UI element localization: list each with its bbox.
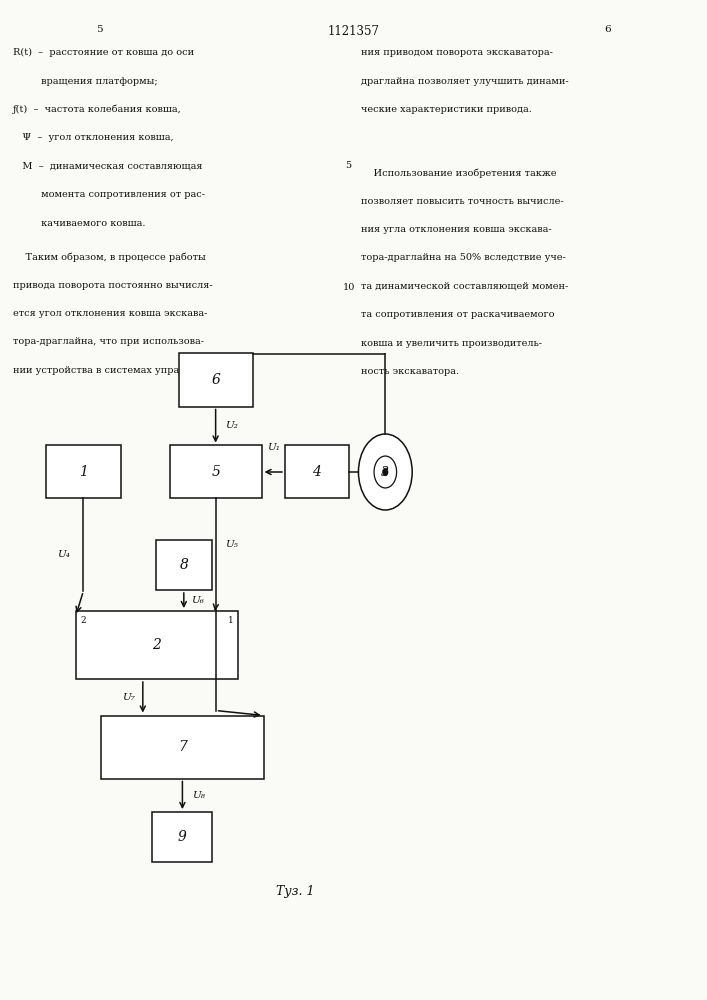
Text: ковша и увеличить производитель-: ковша и увеличить производитель- bbox=[361, 339, 542, 348]
Text: 1121357: 1121357 bbox=[327, 25, 380, 38]
Text: драглайна позволяет улучшить динами-: драглайна позволяет улучшить динами- bbox=[361, 77, 568, 86]
Bar bbox=[178, 354, 253, 406]
Text: R(t)  –  расстояние от ковша до оси: R(t) – расстояние от ковша до оси bbox=[13, 48, 194, 57]
Text: 10: 10 bbox=[342, 283, 355, 292]
Text: 4: 4 bbox=[312, 465, 321, 479]
Text: 5: 5 bbox=[211, 465, 220, 479]
Text: U₄: U₄ bbox=[57, 550, 70, 559]
Text: Τуз. 1: Τуз. 1 bbox=[276, 886, 314, 898]
Text: ния угла отклонения ковша экскава-: ния угла отклонения ковша экскава- bbox=[361, 225, 551, 234]
Text: момента сопротивления от рас-: момента сопротивления от рас- bbox=[13, 190, 205, 199]
Bar bbox=[285, 445, 349, 498]
Text: качиваемого ковша.: качиваемого ковша. bbox=[13, 219, 145, 228]
Text: позволяет повысить точность вычисле-: позволяет повысить точность вычисле- bbox=[361, 196, 563, 206]
Bar bbox=[101, 716, 264, 778]
Text: ƒ(t)  –  частота колебания ковша,: ƒ(t) – частота колебания ковша, bbox=[13, 105, 182, 114]
Text: U₈: U₈ bbox=[192, 791, 204, 800]
Text: ность экскаватора.: ность экскаватора. bbox=[361, 367, 459, 376]
Bar bbox=[156, 540, 212, 590]
Text: 2: 2 bbox=[81, 616, 86, 625]
Bar bbox=[76, 611, 238, 679]
Text: 6: 6 bbox=[604, 25, 612, 34]
Text: 5: 5 bbox=[346, 161, 351, 170]
Text: U₁: U₁ bbox=[267, 443, 280, 452]
Text: 8: 8 bbox=[180, 558, 188, 572]
Circle shape bbox=[374, 456, 397, 488]
Text: привода поворота постоянно вычисля-: привода поворота постоянно вычисля- bbox=[13, 280, 212, 290]
Text: вращения платформы;: вращения платформы; bbox=[13, 77, 158, 86]
Circle shape bbox=[358, 434, 412, 510]
Text: Ψ  –  угол отклонения ковша,: Ψ – угол отклонения ковша, bbox=[13, 133, 173, 142]
Text: 5: 5 bbox=[95, 25, 103, 34]
Text: U₂: U₂ bbox=[225, 421, 238, 430]
Text: U₇: U₇ bbox=[122, 693, 135, 702]
Text: Таким образом, в процессе работы: Таким образом, в процессе работы bbox=[13, 252, 206, 261]
Text: та сопротивления от раскачиваемого: та сопротивления от раскачиваемого bbox=[361, 310, 554, 319]
Text: тора-драглайна на 50% вследствие уче-: тора-драглайна на 50% вследствие уче- bbox=[361, 253, 566, 262]
Circle shape bbox=[382, 468, 388, 476]
Text: 1: 1 bbox=[79, 465, 88, 479]
Text: 3: 3 bbox=[381, 466, 390, 479]
Text: та динамической составляющей момен-: та динамической составляющей момен- bbox=[361, 282, 568, 291]
Text: 9: 9 bbox=[178, 830, 187, 844]
Text: тора-драглайна, что при использова-: тора-драглайна, что при использова- bbox=[13, 337, 204, 346]
Text: Использование изобретения также: Использование изобретения также bbox=[361, 168, 556, 178]
Text: U₅: U₅ bbox=[225, 540, 238, 549]
Text: M  –  динамическая составляющая: M – динамическая составляющая bbox=[13, 162, 202, 171]
Bar bbox=[153, 812, 212, 862]
Text: U₆: U₆ bbox=[191, 596, 204, 605]
Text: ния приводом поворота экскаватора-: ния приводом поворота экскаватора- bbox=[361, 48, 552, 57]
Text: 6: 6 bbox=[211, 373, 220, 387]
Bar bbox=[47, 445, 120, 498]
Bar bbox=[170, 445, 262, 498]
Text: ческие характеристики привода.: ческие характеристики привода. bbox=[361, 105, 532, 114]
Text: 7: 7 bbox=[178, 740, 187, 754]
Text: нии устройства в системах управле-: нии устройства в системах управле- bbox=[13, 366, 199, 375]
Text: ется угол отклонения ковша экскава-: ется угол отклонения ковша экскава- bbox=[13, 309, 207, 318]
Text: 1: 1 bbox=[228, 616, 233, 625]
Text: 2: 2 bbox=[153, 638, 161, 652]
